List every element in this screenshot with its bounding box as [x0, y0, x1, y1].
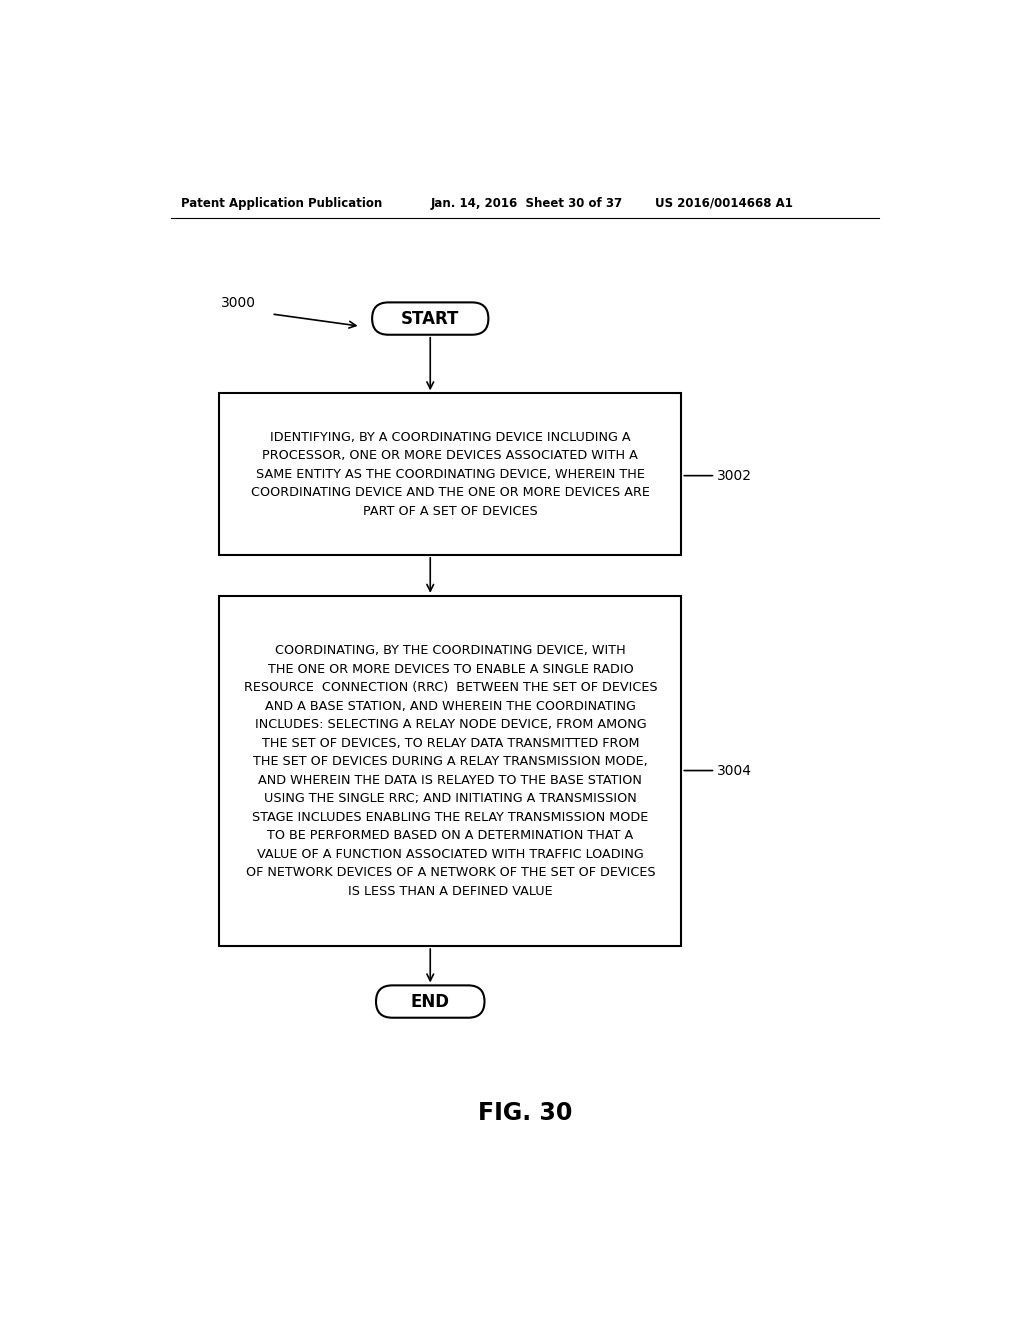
FancyBboxPatch shape: [376, 985, 484, 1018]
Text: 3000: 3000: [221, 296, 256, 310]
Bar: [219, 393, 681, 554]
Text: COORDINATING, BY THE COORDINATING DEVICE, WITH
THE ONE OR MORE DEVICES TO ENABLE: COORDINATING, BY THE COORDINATING DEVICE…: [244, 644, 657, 898]
Text: 3002: 3002: [717, 469, 752, 483]
FancyBboxPatch shape: [372, 302, 488, 335]
Text: FIG. 30: FIG. 30: [477, 1101, 572, 1125]
Text: START: START: [401, 310, 460, 327]
Text: US 2016/0014668 A1: US 2016/0014668 A1: [655, 197, 793, 210]
Text: IDENTIFYING, BY A COORDINATING DEVICE INCLUDING A
PROCESSOR, ONE OR MORE DEVICES: IDENTIFYING, BY A COORDINATING DEVICE IN…: [251, 430, 650, 517]
Text: Patent Application Publication: Patent Application Publication: [180, 197, 382, 210]
Text: 3004: 3004: [717, 763, 752, 777]
Bar: [219, 595, 681, 946]
Text: END: END: [411, 993, 450, 1011]
Text: Jan. 14, 2016  Sheet 30 of 37: Jan. 14, 2016 Sheet 30 of 37: [430, 197, 623, 210]
